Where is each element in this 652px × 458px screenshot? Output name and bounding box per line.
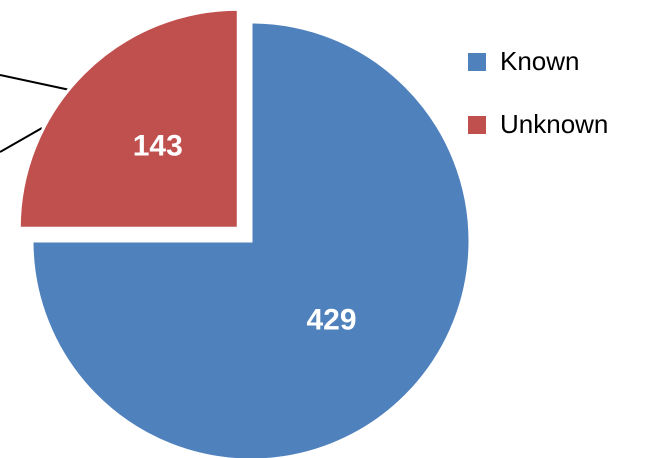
pie-slice [17, 7, 240, 230]
leader-line [0, 74, 71, 91]
data-label: 429 [306, 303, 356, 336]
pie-slice [30, 20, 472, 458]
legend-label: Known [500, 46, 580, 76]
legend-swatch [468, 53, 486, 71]
legend-swatch [468, 116, 486, 134]
data-label: 143 [133, 130, 183, 163]
legend-label: Unknown [500, 109, 608, 139]
leader-line [0, 127, 43, 153]
